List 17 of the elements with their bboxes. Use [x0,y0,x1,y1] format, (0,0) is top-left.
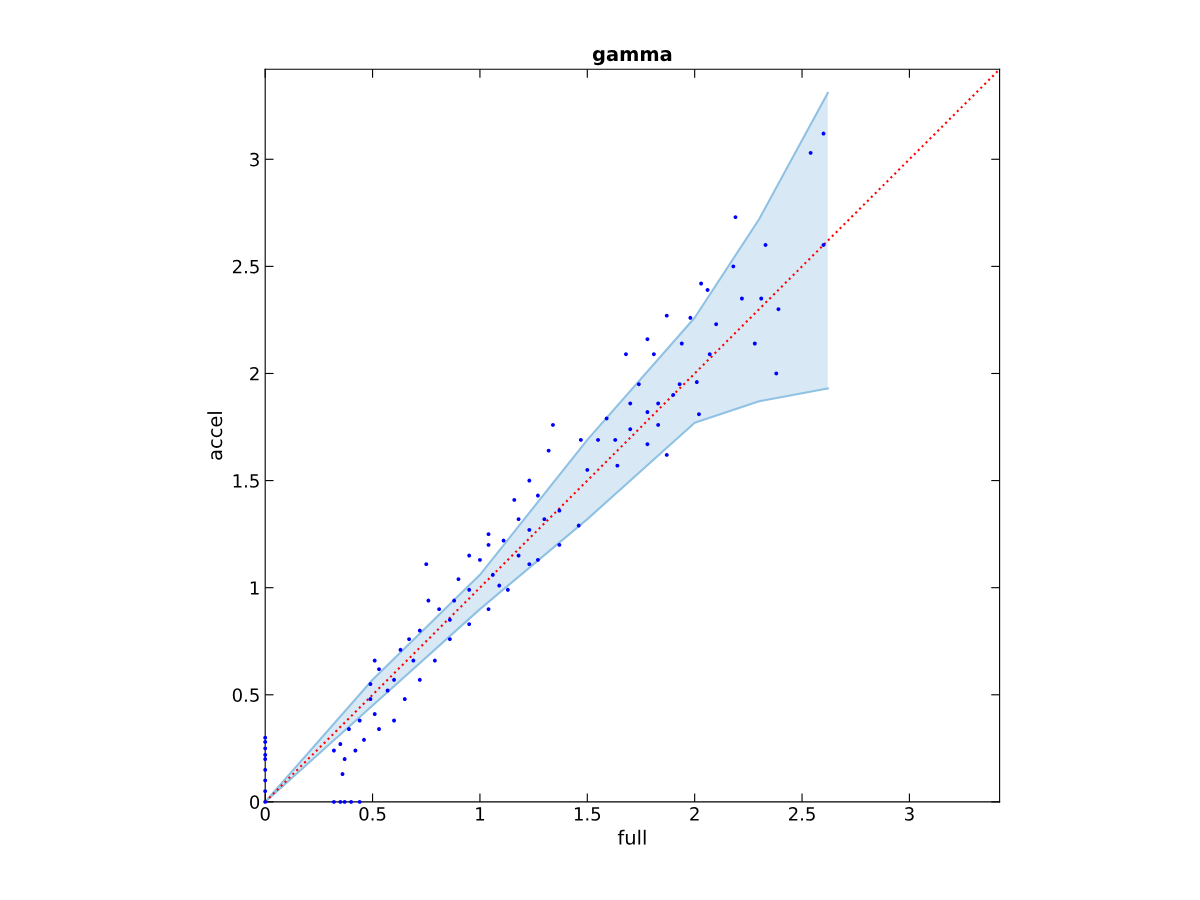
y-tick-label: 0 [250,795,260,810]
x-tick-label: 1 [476,807,485,821]
x-axis-title: full [617,829,646,845]
chart-title: gamma [592,50,672,66]
y-tick-label: 1 [250,581,259,595]
x-tick-label: 0.5 [359,807,386,821]
y-tick-label: 2.5 [232,259,259,274]
x-tick-label: 1.5 [574,807,601,821]
y-tick-label: 1.5 [233,474,259,488]
x-tick-label: 2.5 [789,807,815,821]
x-tick-label: 3 [905,807,914,821]
y-tick-label: 2 [250,366,259,381]
x-tick-label: 0 [260,807,270,821]
y-tick-label: 3 [250,152,259,167]
y-tick-label: 0.5 [232,688,259,702]
y-axis-title: accel [207,412,223,460]
x-tick-label: 2 [690,807,699,821]
